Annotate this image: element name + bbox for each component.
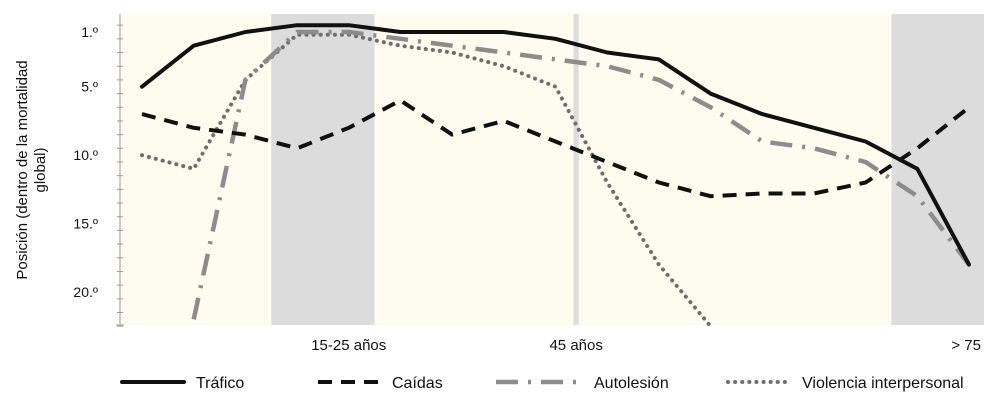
legend-label: Autolesión bbox=[594, 375, 669, 392]
x-label: 15-25 años bbox=[311, 337, 386, 354]
legend-label: Tráfico bbox=[196, 375, 244, 392]
series-line-caídas bbox=[141, 98, 971, 199]
x-label: 45 años bbox=[549, 337, 602, 354]
shaded-region bbox=[271, 14, 375, 325]
series-line-autolesión bbox=[191, 29, 971, 320]
legend-label: Violencia interpersonal bbox=[802, 375, 964, 392]
y-tick-label: 20.º bbox=[73, 284, 98, 300]
shaded-region bbox=[891, 14, 984, 325]
x-label: > 75 años bbox=[951, 337, 984, 354]
y-tick-label: 1.º bbox=[81, 24, 98, 40]
plot-background bbox=[120, 14, 984, 325]
y-tick-label: 15.º bbox=[73, 216, 98, 232]
shaded-region bbox=[573, 14, 579, 325]
y-axis-label-line-1: Posición (dentro de la mortalidad bbox=[14, 60, 31, 279]
y-tick-label: 5.º bbox=[81, 79, 98, 95]
legend-label: Caídas bbox=[392, 375, 443, 392]
series-line-violencia-interpersonal bbox=[140, 32, 713, 329]
y-tick-label: 10.º bbox=[73, 147, 98, 163]
series-line-tráfico bbox=[140, 23, 971, 267]
y-axis-label-line-2: global) bbox=[32, 147, 49, 192]
